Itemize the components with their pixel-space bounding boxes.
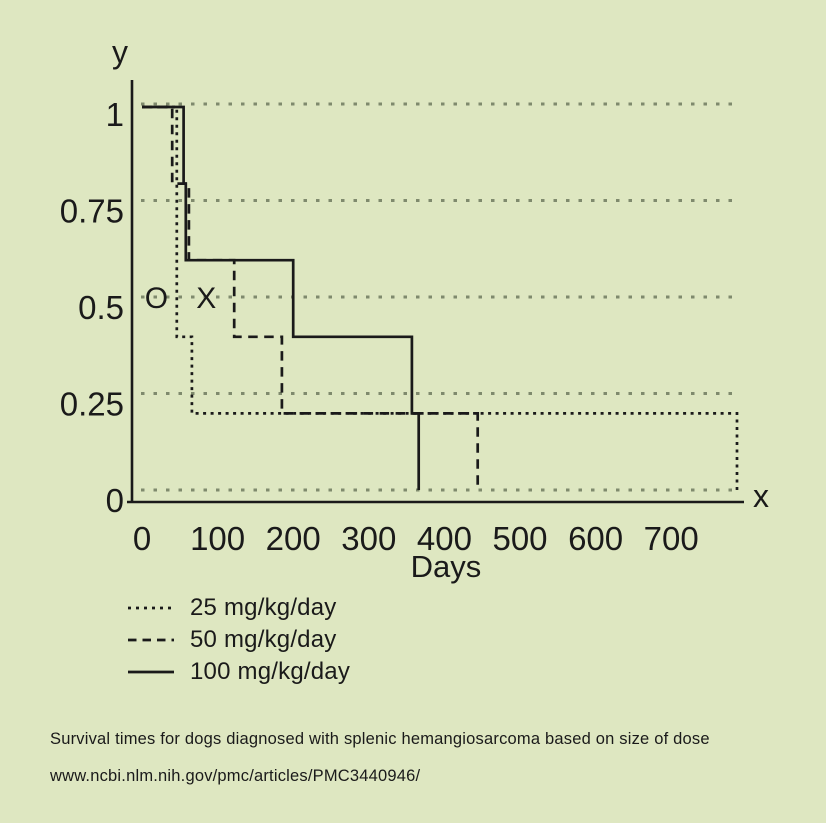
x-tick-label-100: 100 [190, 520, 245, 557]
y-tick-label-1: 1 [106, 96, 124, 133]
x-tick-label-0: 0 [133, 520, 151, 557]
dotted-line-swatch-icon [128, 606, 174, 610]
legend-label-50mg: 50 mg/kg/day [190, 626, 337, 653]
caption-block: Survival times for dogs diagnosed with s… [50, 730, 710, 786]
source-url: www.ncbi.nlm.nih.gov/pmc/articles/PMC344… [50, 767, 421, 785]
y-tick-label-0.25: 0.25 [60, 386, 124, 423]
legend-item-25mg: 25 mg/kg/day [127, 592, 350, 624]
x-tick-label-600: 600 [568, 520, 623, 557]
y-tick-label-0.5: 0.5 [78, 289, 124, 326]
legend-item-100mg: 100 mg/kg/day [127, 656, 350, 688]
x-tick-label-400: 400 [417, 520, 472, 557]
legend-item-50mg: 50 mg/kg/day [127, 624, 350, 656]
x-tick-label-500: 500 [492, 520, 547, 557]
solid-line-swatch-icon [128, 670, 174, 674]
caption-text: Survival times for dogs diagnosed with s… [50, 730, 710, 748]
x-tick-label-700: 700 [644, 520, 699, 557]
dashed-line-swatch-icon [128, 638, 174, 642]
survival-curve-100mg [142, 105, 421, 490]
annotation-X: X [196, 282, 216, 315]
x-axis-letter: x [753, 478, 769, 514]
y-tick-label-0.75: 0.75 [60, 193, 124, 230]
x-tick-label-300: 300 [341, 520, 396, 557]
legend: 25 mg/kg/day 50 mg/kg/day 100 mg/kg/day [127, 592, 350, 688]
x-axis-title: Days [411, 549, 482, 584]
annotation-O: O [145, 282, 168, 315]
legend-label-25mg: 25 mg/kg/day [190, 594, 337, 621]
legend-label-100mg: 100 mg/kg/day [190, 658, 351, 685]
survival-curve-25mg [142, 105, 739, 490]
x-tick-label-200: 200 [266, 520, 321, 557]
y-tick-label-0: 0 [106, 482, 124, 519]
y-axis-letter: y [112, 34, 128, 70]
